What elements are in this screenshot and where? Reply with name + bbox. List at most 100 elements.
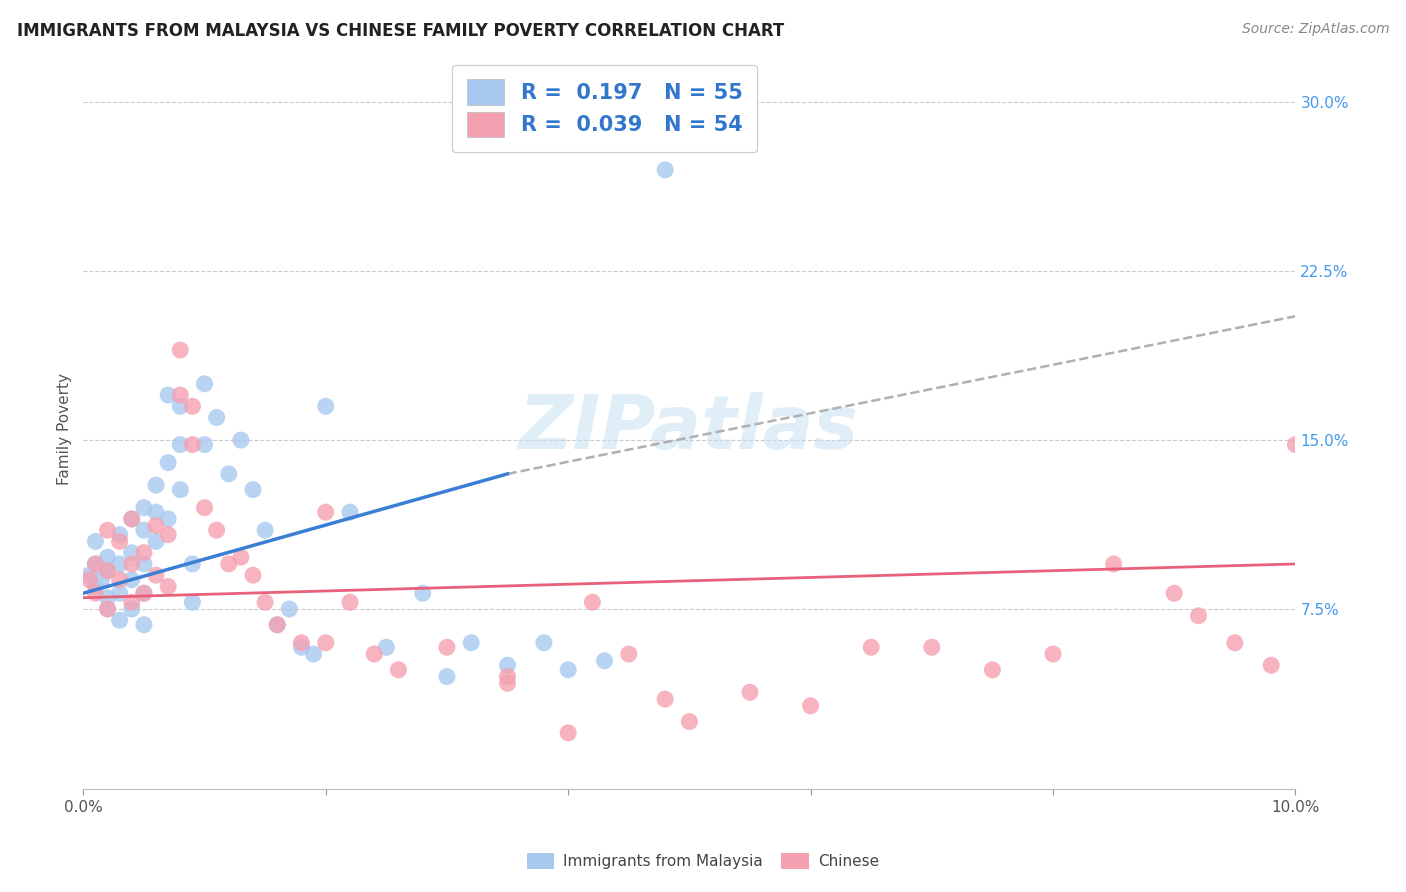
Point [169,437,191,451]
Point [387,663,409,677]
Point [169,483,191,497]
Point [132,500,155,515]
Point [169,400,191,414]
Point [533,636,555,650]
Point [181,557,204,571]
Point [302,647,325,661]
Point [181,595,204,609]
Point [436,669,458,683]
Point [96,550,118,565]
Point [121,512,143,526]
Point [738,685,761,699]
Point [157,388,180,402]
Point [96,602,118,616]
Point [193,437,215,451]
Y-axis label: Family Poverty: Family Poverty [58,373,72,485]
Point [157,512,180,526]
Point [169,343,191,357]
Point [121,546,143,560]
Point [654,692,676,706]
Point [79,568,101,582]
Point [121,595,143,609]
Point [145,518,167,533]
Point [254,595,277,609]
Point [84,557,107,571]
Point [557,726,579,740]
Point [1102,557,1125,571]
Point [266,617,288,632]
Point [84,534,107,549]
Point [921,640,943,655]
Point [96,523,118,537]
Point [229,433,252,447]
Legend: R =  0.197   N = 55, R =  0.039   N = 54: R = 0.197 N = 55, R = 0.039 N = 54 [451,64,756,152]
Point [108,613,131,627]
Point [460,636,482,650]
Point [193,500,215,515]
Point [229,550,252,565]
Point [981,663,1004,677]
Point [278,602,301,616]
Point [96,602,118,616]
Point [108,586,131,600]
Point [1284,437,1306,451]
Point [157,456,180,470]
Point [96,564,118,578]
Point [496,658,519,673]
Legend: Immigrants from Malaysia, Chinese: Immigrants from Malaysia, Chinese [520,847,886,875]
Point [242,568,264,582]
Point [121,557,143,571]
Point [145,534,167,549]
Point [108,534,131,549]
Point [678,714,700,729]
Point [496,669,519,683]
Point [145,505,167,519]
Point [132,586,155,600]
Point [84,579,107,593]
Point [205,523,228,537]
Point [169,388,191,402]
Point [145,478,167,492]
Point [108,557,131,571]
Text: IMMIGRANTS FROM MALAYSIA VS CHINESE FAMILY POVERTY CORRELATION CHART: IMMIGRANTS FROM MALAYSIA VS CHINESE FAMI… [17,22,785,40]
Text: ZIPatlas: ZIPatlas [519,392,859,466]
Point [315,505,337,519]
Point [96,591,118,605]
Point [290,640,312,655]
Point [1187,608,1209,623]
Point [1163,586,1185,600]
Point [315,400,337,414]
Point [363,647,385,661]
Point [1260,658,1282,673]
Point [145,568,167,582]
Text: Source: ZipAtlas.com: Source: ZipAtlas.com [1241,22,1389,37]
Point [557,663,579,677]
Point [496,676,519,690]
Point [132,557,155,571]
Point [108,573,131,587]
Point [581,595,603,609]
Point [375,640,398,655]
Point [315,636,337,650]
Point [1223,636,1246,650]
Point [132,617,155,632]
Point [218,557,240,571]
Point [339,595,361,609]
Point [1042,647,1064,661]
Point [205,410,228,425]
Point [132,546,155,560]
Point [157,527,180,541]
Point [132,586,155,600]
Point [254,523,277,537]
Point [96,564,118,578]
Point [242,483,264,497]
Point [121,602,143,616]
Point [84,586,107,600]
Point [181,400,204,414]
Point [108,527,131,541]
Point [121,573,143,587]
Point [121,512,143,526]
Point [290,636,312,650]
Point [339,505,361,519]
Point [193,376,215,391]
